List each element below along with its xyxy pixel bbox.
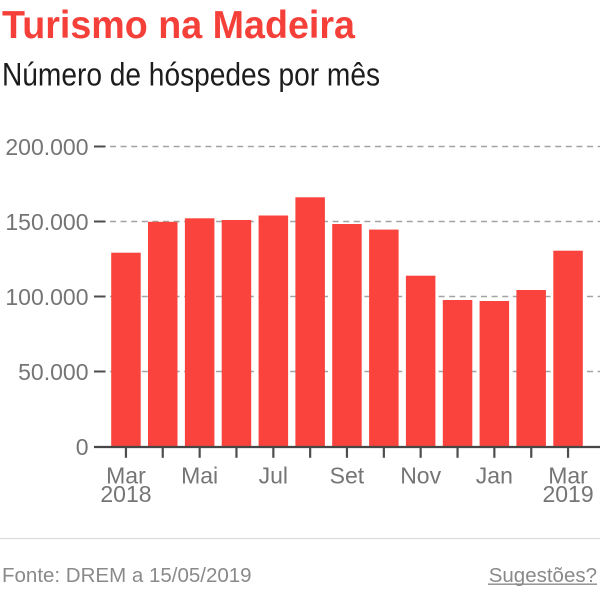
svg-text:Set: Set xyxy=(330,463,365,489)
svg-text:Jul: Jul xyxy=(259,463,288,489)
svg-text:100.000: 100.000 xyxy=(5,284,88,310)
svg-text:Jan: Jan xyxy=(476,463,513,489)
svg-text:Mar: Mar xyxy=(106,463,146,489)
svg-text:Mai: Mai xyxy=(181,463,218,489)
svg-text:Turismo na Madeira: Turismo na Madeira xyxy=(2,4,356,47)
svg-text:2019: 2019 xyxy=(542,481,593,507)
svg-text:2018: 2018 xyxy=(100,481,151,507)
svg-text:Número de hóspedes por mês: Número de hóspedes por mês xyxy=(2,57,380,93)
svg-text:200.000: 200.000 xyxy=(5,134,88,160)
svg-text:50.000: 50.000 xyxy=(18,359,88,385)
svg-text:0: 0 xyxy=(76,434,89,460)
svg-text:150.000: 150.000 xyxy=(5,209,88,235)
svg-text:Nov: Nov xyxy=(400,463,441,489)
svg-text:Sugestões?: Sugestões? xyxy=(489,564,597,587)
svg-text:Fonte: DREM a 15/05/2019: Fonte: DREM a 15/05/2019 xyxy=(2,564,252,587)
svg-text:Mar: Mar xyxy=(548,463,588,489)
